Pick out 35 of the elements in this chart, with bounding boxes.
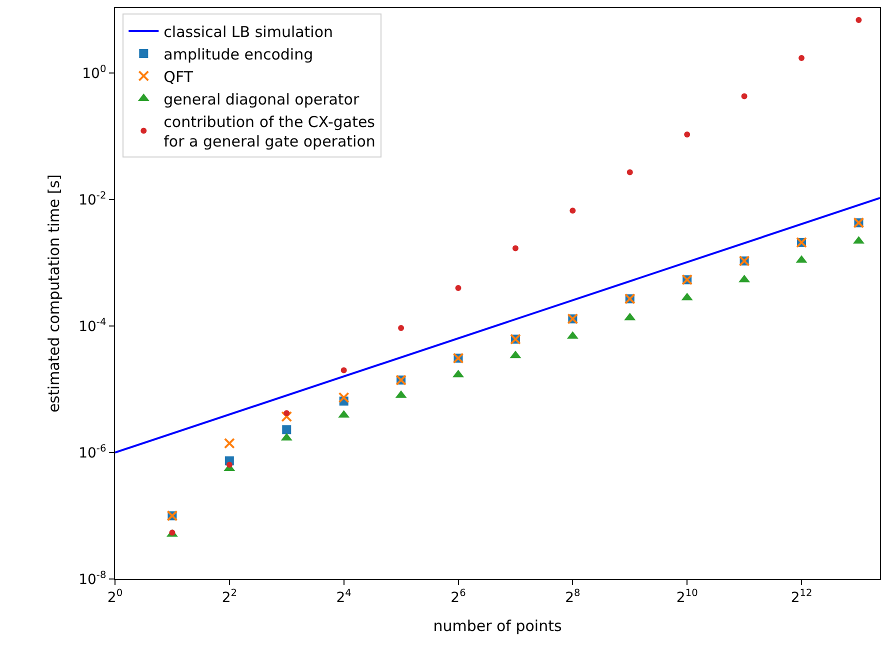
y-tick-label: 10$^{-6}$ — [78, 444, 106, 462]
y-tick-label: 10$^{-8}$ — [78, 570, 106, 588]
x-axis-title: number of points — [433, 616, 562, 635]
x-tick-label: 2$^{8}$ — [565, 588, 580, 606]
y-tick-label: 10$^{0}$ — [82, 64, 106, 82]
y-tick-label: 10$^{-2}$ — [78, 190, 106, 208]
point — [741, 93, 748, 100]
point — [570, 208, 576, 214]
x-tick-label: 2$^{0}$ — [107, 588, 123, 606]
point — [856, 17, 862, 24]
y-tick-label: 10$^{-4}$ — [78, 317, 106, 335]
legend-label: contribution of the CX-gates for a general gate operation — [164, 112, 376, 150]
point — [340, 367, 347, 374]
legend-label: classical LB simulation — [164, 22, 334, 41]
point — [282, 425, 292, 434]
point — [338, 392, 350, 404]
legend-label: general diagonal operator — [164, 90, 360, 108]
point — [684, 131, 690, 138]
point — [226, 462, 232, 468]
x-tick-label: 2$^{12}$ — [790, 588, 812, 606]
point — [798, 55, 805, 62]
point — [398, 325, 404, 332]
y-axis-title: estimated computation time [s] — [44, 174, 63, 413]
legend-label: amplitude encoding — [164, 45, 314, 64]
point — [224, 438, 235, 449]
point — [512, 245, 518, 252]
point — [284, 410, 290, 416]
point — [626, 169, 633, 176]
x-tick-label: 2$^{4}$ — [336, 588, 352, 606]
x-tick-label: 2$^{10}$ — [676, 588, 698, 606]
point — [455, 284, 462, 291]
legend-label: QFT — [164, 68, 194, 86]
point — [281, 411, 292, 422]
x-tick-label: 2$^{2}$ — [222, 588, 237, 606]
x-tick-label: 2$^{6}$ — [450, 588, 466, 606]
